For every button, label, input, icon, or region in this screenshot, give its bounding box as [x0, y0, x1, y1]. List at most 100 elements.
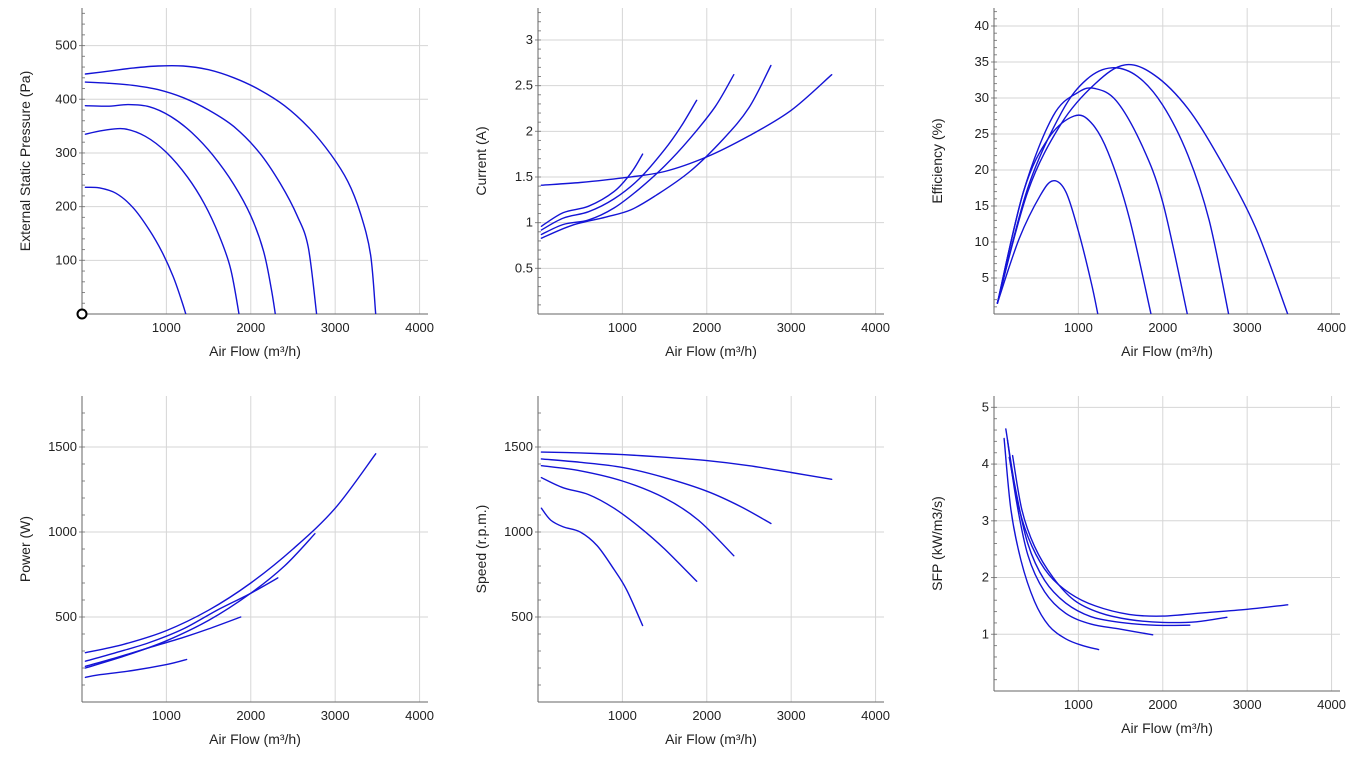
series-line-1 — [996, 63, 1289, 314]
x-tick-label: 3000 — [1233, 697, 1262, 712]
series-line-3 — [540, 74, 735, 236]
x-tick-label: 3000 — [1233, 320, 1262, 335]
y-tick-label: 3 — [526, 32, 533, 47]
chart-panel-6: 1000 2000 3000 4000 1 2 3 4 5 Air Flow (m³/h) SFP … — [929, 396, 1346, 736]
y-axis-title: Speed (r.p.m.) — [473, 505, 489, 594]
series-line-5 — [84, 186, 187, 314]
series-line-4 — [1006, 439, 1154, 636]
y-tick-label: 5 — [982, 399, 989, 414]
series-line-4 — [540, 99, 698, 231]
x-tick-label: 1000 — [152, 708, 181, 723]
series-line-2 — [84, 533, 316, 669]
y-tick-label: 1 — [526, 215, 533, 230]
series-line-1 — [540, 451, 833, 480]
y-axis-title: External Static Pressure (Pa) — [17, 71, 33, 252]
y-tick-label: 4 — [982, 456, 989, 471]
series-line-1 — [540, 74, 833, 186]
x-tick-label: 3000 — [321, 708, 350, 723]
series-line-3 — [996, 87, 1188, 314]
y-tick-label: 400 — [55, 91, 77, 106]
chart-panel-3: 1000 2000 3000 4000 5 10 15 20 25 30 35 40 Air Flow … — [929, 8, 1346, 359]
x-tick-label: 3000 — [777, 708, 806, 723]
y-tick-label: 1000 — [48, 524, 77, 539]
x-axis-title: Air Flow (m³/h) — [1121, 343, 1213, 359]
y-axis-title: Current (A) — [473, 126, 489, 195]
y-axis-title: Power (W) — [17, 516, 33, 582]
series-line-5 — [1003, 437, 1100, 651]
series-line-2 — [540, 458, 772, 525]
series-line-5 — [996, 180, 1099, 314]
y-tick-label: 0.5 — [515, 260, 533, 275]
series-line-3 — [1005, 428, 1191, 627]
y-tick-label: 20 — [975, 162, 989, 177]
y-tick-label: 1 — [982, 626, 989, 641]
x-tick-label: 2000 — [236, 320, 265, 335]
series-line-1 — [1008, 456, 1289, 617]
x-tick-label: 2000 — [692, 320, 721, 335]
x-tick-label: 1000 — [1064, 697, 1093, 712]
y-axis-title: SFP (kW/m3/s) — [929, 496, 945, 591]
y-tick-label: 1500 — [48, 439, 77, 454]
series-line-4 — [996, 114, 1152, 314]
series-line-4 — [84, 127, 240, 314]
x-tick-label: 2000 — [1148, 320, 1177, 335]
x-tick-label: 4000 — [405, 708, 434, 723]
y-tick-label: 200 — [55, 199, 77, 214]
x-axis-title: Air Flow (m³/h) — [1121, 720, 1213, 736]
x-tick-label: 1000 — [608, 320, 637, 335]
y-tick-label: 2 — [982, 570, 989, 585]
series-line-1 — [84, 64, 377, 314]
x-tick-label: 4000 — [1317, 697, 1346, 712]
y-tick-label: 500 — [55, 609, 77, 624]
y-tick-label: 100 — [55, 252, 77, 267]
series-line-1 — [84, 453, 377, 654]
y-tick-label: 40 — [975, 18, 989, 33]
y-tick-label: 300 — [55, 145, 77, 160]
series-line-5 — [540, 153, 644, 227]
series-line-5 — [540, 507, 644, 627]
y-tick-label: 35 — [975, 54, 989, 69]
y-tick-label: 2.5 — [515, 78, 533, 93]
series-line-5 — [84, 658, 188, 679]
x-axis-title: Air Flow (m³/h) — [209, 731, 301, 747]
y-tick-label: 1.5 — [515, 169, 533, 184]
y-tick-label: 500 — [511, 609, 533, 624]
origin-marker[interactable] — [76, 308, 88, 320]
y-tick-label: 15 — [975, 198, 989, 213]
x-tick-label: 4000 — [861, 320, 890, 335]
x-axis-title: Air Flow (m³/h) — [209, 343, 301, 359]
x-axis-title: Air Flow (m³/h) — [665, 731, 757, 747]
y-tick-label: 5 — [982, 270, 989, 285]
x-tick-label: 1000 — [152, 320, 181, 335]
chart-panel-1: 1000 2000 3000 4000 100 200 300 400 500 Air Flow … — [17, 8, 434, 359]
series-line-2 — [996, 67, 1230, 314]
series-line-3 — [84, 577, 279, 662]
series-line-2 — [1011, 454, 1228, 624]
y-tick-label: 2 — [526, 123, 533, 138]
y-tick-label: 25 — [975, 126, 989, 141]
y-axis-title: Efficiency (%) — [929, 118, 945, 203]
series-line-2 — [540, 64, 772, 239]
x-tick-label: 4000 — [1317, 320, 1346, 335]
x-tick-label: 3000 — [321, 320, 350, 335]
x-tick-label: 1000 — [1064, 320, 1093, 335]
y-tick-label: 30 — [975, 90, 989, 105]
y-tick-label: 1500 — [504, 439, 533, 454]
series-line-2 — [84, 81, 318, 314]
chart-panel-4: 1000 2000 3000 4000 500 1000 1500 Air Flow (m³/… — [17, 396, 434, 747]
x-tick-label: 2000 — [1148, 697, 1177, 712]
chart-panel-5: 1000 2000 3000 4000 500 1000 1500 Air Flow (m³/… — [473, 396, 890, 747]
series-line-3 — [84, 103, 276, 314]
series-line-3 — [540, 465, 735, 557]
y-tick-label: 1000 — [504, 524, 533, 539]
y-tick-label: 500 — [55, 38, 77, 53]
y-tick-label: 10 — [975, 234, 989, 249]
x-tick-label: 2000 — [692, 708, 721, 723]
x-tick-label: 1000 — [608, 708, 637, 723]
series-line-4 — [84, 616, 242, 667]
x-tick-label: 4000 — [861, 708, 890, 723]
chart-panel-2: 1000 2000 3000 4000 0.5 1 1.5 2 2.5 3 Air Flow (m³… — [473, 8, 890, 359]
x-axis-title: Air Flow (m³/h) — [665, 343, 757, 359]
x-tick-label: 4000 — [405, 320, 434, 335]
